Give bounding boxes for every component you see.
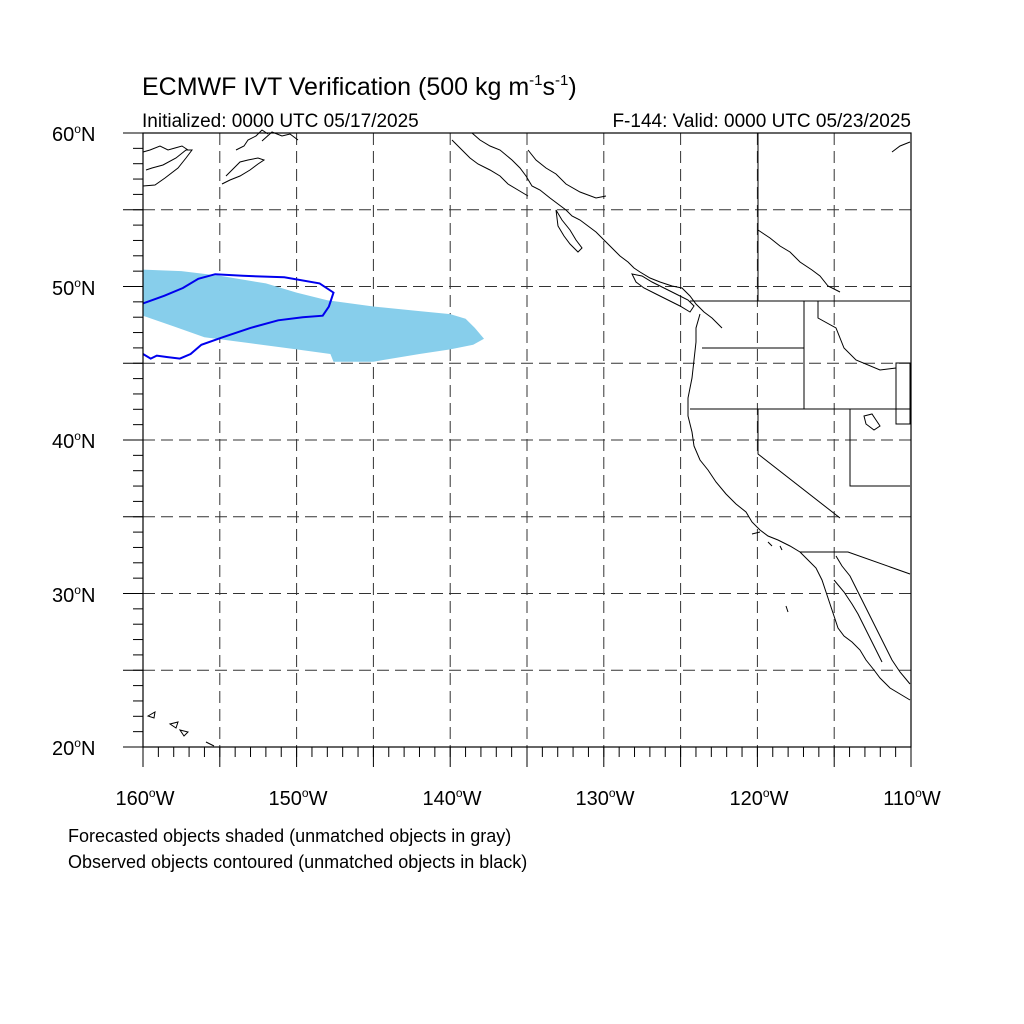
lon-label-120w: 120oW	[729, 786, 789, 810]
coastlines-and-borders	[142, 129, 911, 747]
footnote-observed: Observed objects contoured (unmatched ob…	[68, 852, 528, 872]
lat-label-50n: 50oN	[52, 276, 96, 300]
footnote-forecast: Forecasted objects shaded (unmatched obj…	[68, 826, 512, 846]
chart-title: ECMWF IVT Verification (500 kg m-1s-1)	[142, 72, 577, 101]
lon-label-110w: 110oW	[883, 786, 941, 810]
lon-label-150w: 150oW	[268, 786, 328, 810]
map-frame	[142, 132, 912, 748]
lon-label-160w: 160oW	[115, 786, 175, 810]
lat-label-20n: 20oN	[52, 736, 96, 760]
axis-ticks	[123, 132, 912, 767]
lat-label-40n: 40oN	[52, 429, 96, 453]
observed-object-contour	[142, 273, 335, 360]
lon-label-130w: 130oW	[575, 786, 635, 810]
initialized-time: Initialized: 0000 UTC 05/17/2025	[142, 111, 419, 132]
grid-lines	[143, 133, 911, 747]
lat-label-30n: 30oN	[52, 583, 96, 607]
lat-label-60n: 60oN	[52, 122, 96, 146]
lon-label-140w: 140oW	[422, 786, 482, 810]
valid-time: F-144: Valid: 0000 UTC 05/23/2025	[612, 111, 911, 132]
